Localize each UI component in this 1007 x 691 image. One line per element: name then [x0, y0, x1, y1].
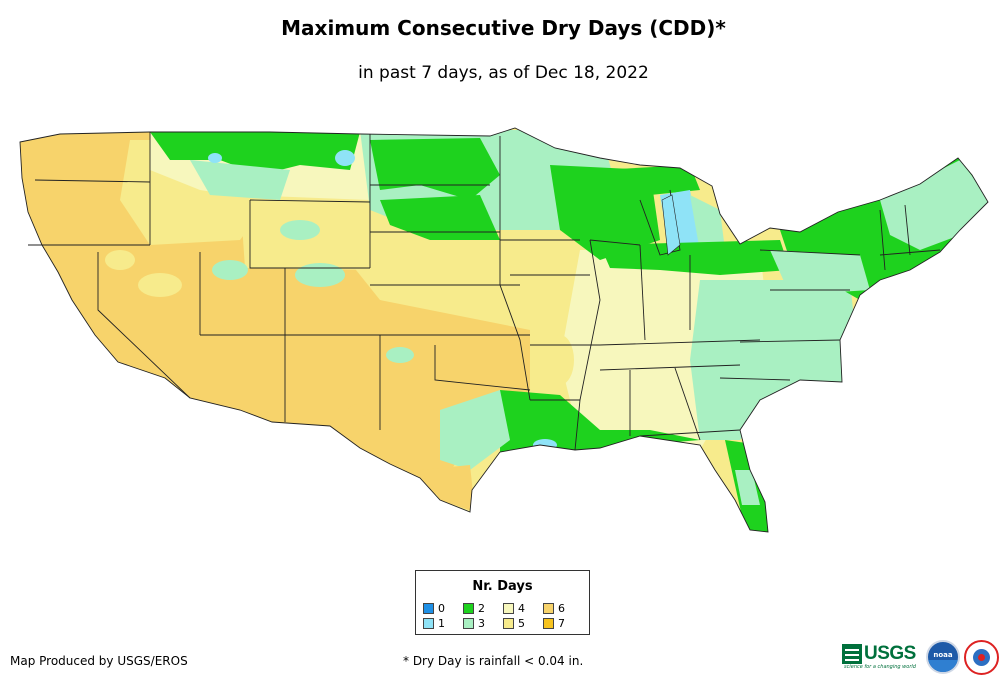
usgs-logo: USGS	[842, 643, 916, 665]
border-ga-fl	[639, 429, 741, 437]
map-title: Maximum Consecutive Dry Days (CDD)*	[281, 16, 726, 40]
border-ca-nv	[97, 252, 191, 399]
patch-utah-3	[212, 260, 248, 280]
border-wi-il	[589, 239, 641, 246]
border-wy-co	[249, 200, 370, 269]
usgs-logo-text: USGS	[864, 643, 916, 664]
border-ma-south	[879, 249, 941, 256]
legend: Nr. Days 0 1 2 3 4 5 6 7	[415, 570, 590, 635]
state-borders	[19, 127, 989, 533]
lake-michigan	[661, 194, 681, 256]
border-wa-or	[34, 179, 151, 183]
zone-michigan-3	[690, 195, 725, 252]
legend-label: 2	[478, 602, 485, 615]
legend-item: 0	[423, 602, 453, 615]
zone-upper-peninsula-2	[600, 165, 700, 195]
zone-southeast-3	[690, 280, 860, 440]
border-mississippi	[574, 239, 601, 451]
legend-swatch	[463, 603, 474, 614]
patch-wyoming-3	[280, 220, 320, 240]
zone-texas-6	[420, 465, 475, 512]
usgs-tagline: science for a changing world	[844, 664, 916, 670]
zone-texas-3	[440, 390, 510, 470]
noaa-logo-text: noaa	[933, 651, 953, 659]
legend-item: 4	[503, 602, 533, 615]
usgs-mark-icon	[842, 644, 862, 664]
credit-text: Map Produced by USGS/EROS	[10, 654, 188, 668]
footnote-text: * Dry Day is rainfall < 0.04 in.	[403, 654, 584, 668]
map-subtitle: in past 7 days, as of Dec 18, 2022	[358, 63, 649, 83]
patch-mississippi-5	[546, 335, 574, 385]
legend-item: 7	[543, 617, 573, 630]
zone-pa-3	[770, 250, 870, 295]
border-va-nc	[739, 339, 841, 343]
border-new-england	[879, 209, 886, 271]
legend-swatch	[423, 603, 434, 614]
noaa-logo-icon: noaa	[926, 640, 960, 674]
nws-logo-icon	[964, 640, 999, 675]
border-mt-wy	[249, 199, 371, 203]
zone-wisconsin-2	[550, 165, 660, 260]
patch-california-5	[138, 273, 182, 297]
legend-swatch	[423, 618, 434, 629]
legend-title: Nr. Days	[472, 579, 533, 594]
legend-label: 0	[438, 602, 445, 615]
legend-label: 1	[438, 617, 445, 630]
legend-item: 6	[543, 602, 573, 615]
border-co-east	[284, 268, 400, 336]
legend-item: 5	[503, 617, 533, 630]
border-il-in	[639, 244, 646, 341]
legend-label: 3	[478, 617, 485, 630]
legend-label: 5	[518, 617, 525, 630]
legend-label: 7	[558, 617, 565, 630]
patch-nevada-5	[105, 250, 135, 270]
border-ohio-river	[599, 339, 761, 346]
patch-montana-1a	[335, 150, 355, 166]
legend-swatch	[503, 618, 514, 629]
agency-logos: USGS science for a changing world noaa	[842, 640, 1002, 680]
legend-label: 6	[558, 602, 565, 615]
border-nc-sc	[719, 377, 791, 381]
legend-item: 2	[463, 602, 493, 615]
zone-north-2b	[380, 195, 500, 240]
patch-colorado-3	[295, 263, 345, 287]
zone-ohio-valley-2	[600, 240, 790, 275]
border-ok-tx	[434, 345, 531, 391]
border-pa-ny	[759, 249, 861, 256]
patch-montana-1b	[208, 153, 222, 163]
border-vt-nh	[904, 204, 911, 256]
legend-swatch	[543, 603, 554, 614]
legend-swatch	[543, 618, 554, 629]
border-al-ga	[674, 367, 701, 441]
patch-new-mexico-6	[348, 404, 372, 416]
zone-montana-3	[190, 160, 290, 200]
legend-swatch	[463, 618, 474, 629]
legend-item: 1	[423, 617, 453, 630]
border-tn-south	[599, 364, 741, 371]
patch-louisiana-1	[533, 439, 557, 451]
border-east-plains	[499, 136, 531, 401]
patch-new-mexico-3	[386, 347, 414, 363]
legend-label: 4	[518, 602, 525, 615]
zone-montana-2	[150, 132, 360, 175]
legend-item: 3	[463, 617, 493, 630]
zone-north-2a	[370, 138, 500, 200]
legend-swatch	[503, 603, 514, 614]
